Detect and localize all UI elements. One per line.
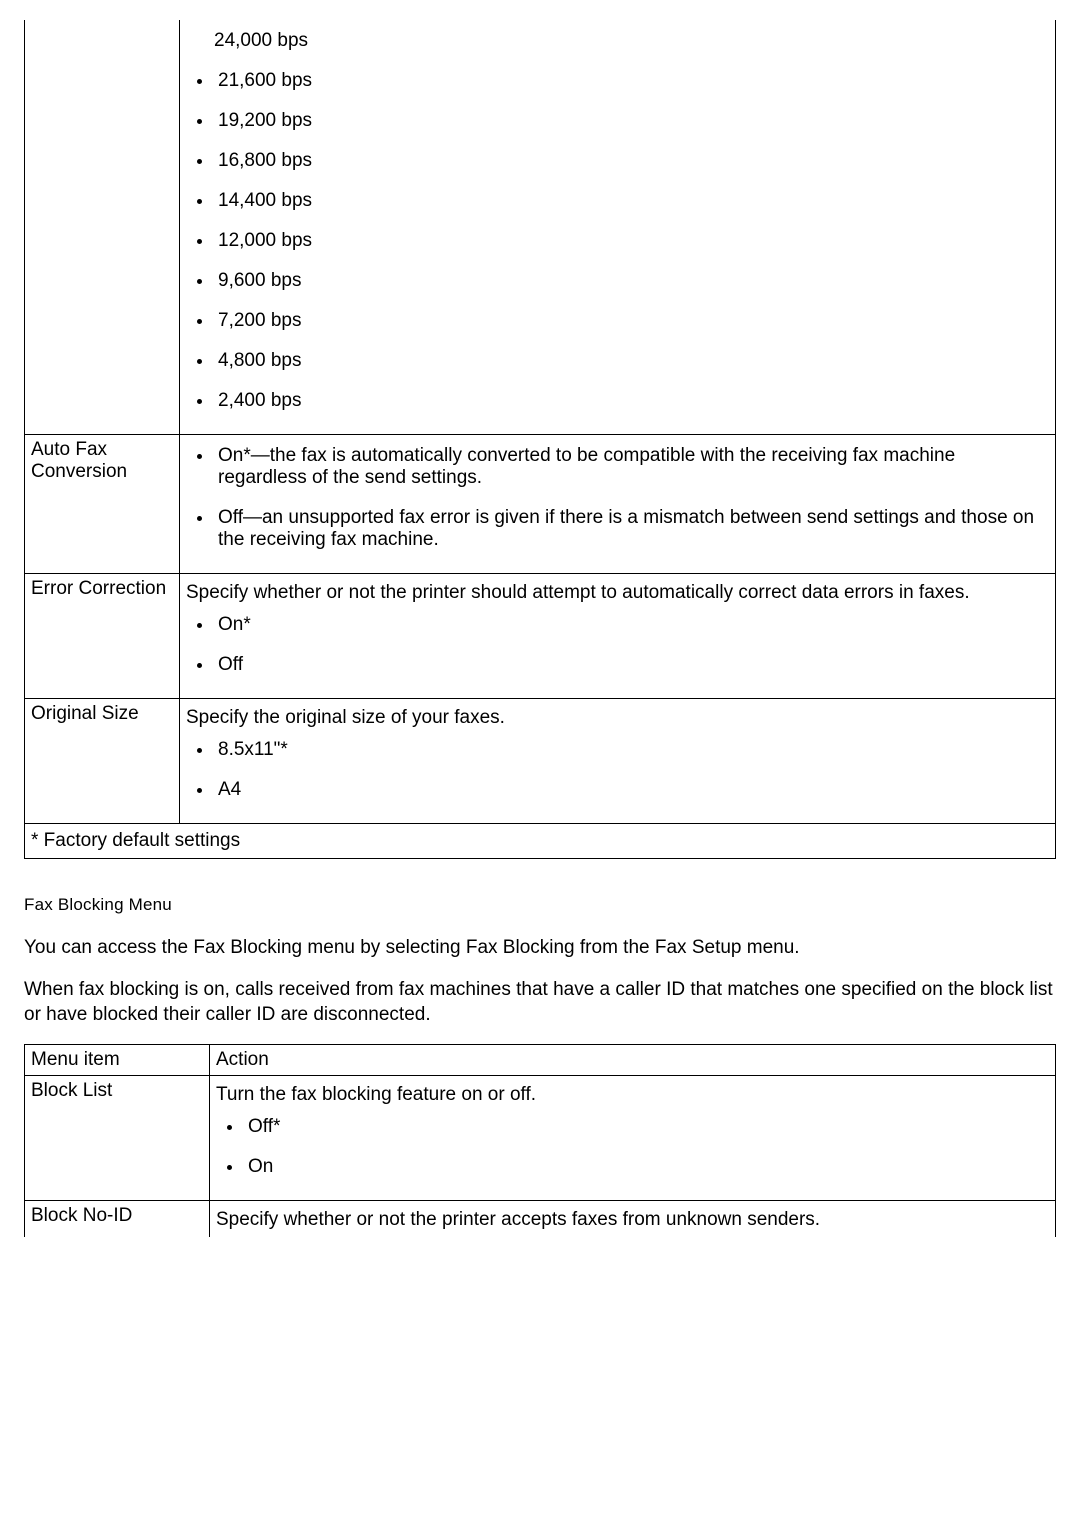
menu-name: Fax Blocking — [466, 937, 575, 958]
header-action: Action — [210, 1044, 1056, 1075]
bps-item: 24,000 bps — [210, 30, 1049, 52]
list-item: On*—the fax is automatically converted t… — [214, 445, 1049, 489]
blocklist-label: Block List — [25, 1075, 210, 1200]
fax-blocking-table: Menu item Action Block List Turn the fax… — [24, 1044, 1056, 1237]
original-label: Original Size — [25, 699, 180, 824]
fax-blocking-heading: Fax Blocking Menu — [24, 895, 1056, 915]
bps-item: 12,000 bps — [214, 230, 1049, 252]
list-item: A4 — [214, 779, 1049, 801]
blocknoid-cell: Specify whether or not the printer accep… — [210, 1200, 1056, 1237]
speed-values-cell: 24,000 bps 21,600 bps 19,200 bps 16,800 … — [180, 20, 1056, 435]
blocknoid-desc: Specify whether or not the printer accep… — [216, 1209, 1049, 1231]
list-item: Off — [214, 654, 1049, 676]
original-desc: Specify the original size of your faxes. — [186, 707, 1049, 729]
error-cell: Specify whether or not the printer shoul… — [180, 574, 1056, 699]
bps-item: 4,800 bps — [214, 350, 1049, 372]
menu-name: Fax Blocking — [193, 937, 302, 958]
list-item: Off—an unsupported fax error is given if… — [214, 507, 1049, 551]
list-item: 8.5x11"* — [214, 739, 1049, 761]
bps-item: 21,600 bps — [214, 70, 1049, 92]
fax-settings-table: 24,000 bps 21,600 bps 19,200 bps 16,800 … — [24, 20, 1056, 859]
autofax-list: On*—the fax is automatically converted t… — [186, 445, 1049, 551]
error-desc: Specify whether or not the printer shoul… — [186, 582, 1049, 604]
bps-item: 19,200 bps — [214, 110, 1049, 132]
bps-item: 2,400 bps — [214, 390, 1049, 412]
text: You can access the — [24, 937, 193, 958]
error-list: On* Off — [186, 614, 1049, 676]
menu-name: Fax Setup — [655, 937, 742, 958]
bps-item: 7,200 bps — [214, 310, 1049, 332]
fax-blocking-intro-1: You can access the Fax Blocking menu by … — [24, 935, 1056, 961]
text: menu. — [741, 937, 799, 958]
bps-item: 14,400 bps — [214, 190, 1049, 212]
speed-label-cell — [25, 20, 180, 435]
autofax-label: Auto Fax Conversion — [25, 435, 180, 574]
text: from the — [575, 937, 655, 958]
text: menu by selecting — [302, 937, 466, 958]
blocklist-cell: Turn the fax blocking feature on or off.… — [210, 1075, 1056, 1200]
factory-default-note: * Factory default settings — [25, 824, 1056, 859]
error-label: Error Correction — [25, 574, 180, 699]
list-item: On — [244, 1156, 1049, 1178]
blocklist-list: Off* On — [216, 1116, 1049, 1178]
autofax-cell: On*—the fax is automatically converted t… — [180, 435, 1056, 574]
original-list: 8.5x11"* A4 — [186, 739, 1049, 801]
bps-list: 24,000 bps 21,600 bps 19,200 bps 16,800 … — [186, 30, 1049, 412]
bps-item: 9,600 bps — [214, 270, 1049, 292]
blocknoid-label: Block No-ID — [25, 1200, 210, 1237]
list-item: On* — [214, 614, 1049, 636]
original-cell: Specify the original size of your faxes.… — [180, 699, 1056, 824]
header-menu-item: Menu item — [25, 1044, 210, 1075]
bps-item: 16,800 bps — [214, 150, 1049, 172]
blocklist-desc: Turn the fax blocking feature on or off. — [216, 1084, 1049, 1106]
fax-blocking-intro-2: When fax blocking is on, calls received … — [24, 977, 1056, 1028]
list-item: Off* — [244, 1116, 1049, 1138]
